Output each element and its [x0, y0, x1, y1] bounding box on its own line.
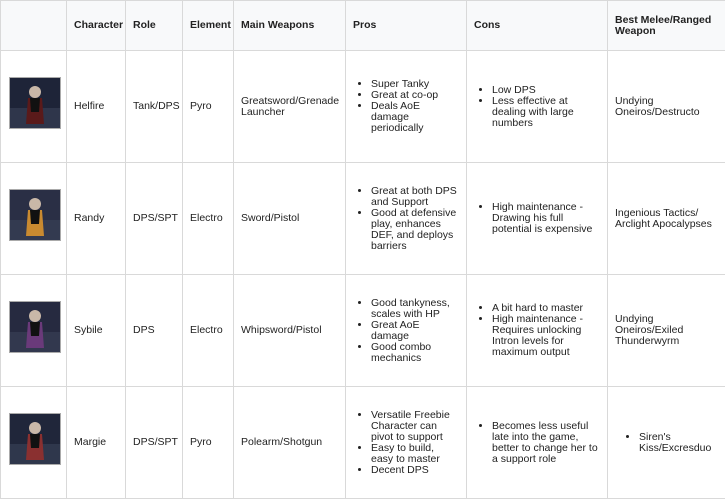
main-weapons-cell: Polearm/Shotgun	[233, 386, 346, 499]
pros-item: Great AoE damage	[371, 319, 459, 342]
pros-item: Versatile Freebie Character can pivot to…	[371, 409, 459, 443]
cons-cell: Low DPSLess effective at dealing with la…	[466, 50, 608, 163]
role-cell: DPS/SPT	[125, 162, 183, 275]
element-cell: Pyro	[182, 50, 234, 163]
character-cell: Sybile	[66, 274, 126, 387]
portrait-cell	[0, 386, 67, 499]
cons-cell: Becomes less useful late into the game, …	[466, 386, 608, 499]
best-weapon-list: Siren's Kiss/Excresduo	[615, 431, 718, 454]
pros-cell: Versatile Freebie Character can pivot to…	[345, 386, 467, 499]
character-cell: Helfire	[66, 50, 126, 163]
pros-item: Easy to build, easy to master	[371, 442, 459, 465]
main-weapons-cell: Whipsword/Pistol	[233, 274, 346, 387]
header-portrait	[0, 0, 67, 51]
character-portrait	[9, 412, 61, 465]
cons-item: High maintenance - Drawing his full pote…	[492, 202, 600, 235]
header-row: Character Role Element Main Weapons Pros Cons…	[0, 0, 725, 51]
element-cell: Electro	[182, 162, 234, 275]
cons-item: Less effective at dealing with large num…	[492, 95, 600, 129]
cons-item: Low DPS	[492, 84, 600, 96]
cons-cell: A bit hard to masterHigh maintenance - R…	[466, 274, 608, 387]
table-row: Helfire Tank/DPS Pyro Greatsword/Grenade La…	[0, 50, 725, 163]
character-cell: Randy	[66, 162, 126, 275]
best-weapon-cell: Undying Oneiros/Destructo	[607, 50, 725, 163]
header-best-weapon: Best Melee/Ranged Weapon	[607, 0, 725, 51]
pros-list: Good tankyness, scales with HPGreat AoE …	[353, 297, 459, 364]
cons-item: Becomes less useful late into the game, …	[492, 420, 600, 465]
portrait-cell	[0, 50, 67, 163]
character-cell: Margie	[66, 386, 126, 499]
main-weapons-cell: Greatsword/Grenade Launcher	[233, 50, 346, 163]
element-cell: Electro	[182, 274, 234, 387]
best-weapon-cell: Siren's Kiss/Excresduo	[607, 386, 725, 499]
character-portrait	[9, 300, 61, 353]
pros-list: Super TankyGreat at co-opDeals AoE damag…	[353, 79, 459, 134]
element-cell: Pyro	[182, 386, 234, 499]
portrait-cell	[0, 274, 67, 387]
header-character: Character	[66, 0, 126, 51]
pros-item: Decent DPS	[371, 464, 459, 476]
cons-list: A bit hard to masterHigh maintenance - R…	[474, 303, 600, 358]
character-portrait	[9, 188, 61, 241]
role-cell: DPS/SPT	[125, 386, 183, 499]
pros-cell: Good tankyness, scales with HPGreat AoE …	[345, 274, 467, 387]
pros-list: Great at both DPS and SupportGood at def…	[353, 185, 459, 252]
pros-cell: Great at both DPS and SupportGood at def…	[345, 162, 467, 275]
role-cell: DPS	[125, 274, 183, 387]
header-cons: Cons	[466, 0, 608, 51]
best-weapon-cell: Undying Oneiros/Exiled Thunderwyrm	[607, 274, 725, 387]
pros-item: Great at both DPS and Support	[371, 185, 459, 208]
role-cell: Tank/DPS	[125, 50, 183, 163]
pros-list: Versatile Freebie Character can pivot to…	[353, 409, 459, 476]
pros-item: Deals AoE damage periodically	[371, 101, 459, 134]
cons-list: Low DPSLess effective at dealing with la…	[474, 84, 600, 129]
best-weapon-item: Siren's Kiss/Excresduo	[639, 431, 718, 454]
pros-item: Good combo mechanics	[371, 341, 459, 364]
character-portrait	[9, 76, 61, 129]
cons-item: High maintenance - Requires unlocking In…	[492, 314, 600, 358]
pros-item: Good tankyness, scales with HP	[371, 297, 459, 320]
cons-cell: High maintenance - Drawing his full pote…	[466, 162, 608, 275]
pros-item: Good at defensive play, enhances DEF, an…	[371, 207, 459, 252]
pros-item: Super Tanky	[371, 79, 459, 90]
main-weapons-cell: Sword/Pistol	[233, 162, 346, 275]
header-role: Role	[125, 0, 183, 51]
best-weapon-cell: Ingenious Tactics/ Arclight Apocalypses	[607, 162, 725, 275]
pros-item: Great at co-op	[371, 90, 459, 101]
pros-cell: Super TankyGreat at co-opDeals AoE damag…	[345, 50, 467, 163]
cons-item: A bit hard to master	[492, 303, 600, 314]
cons-list: High maintenance - Drawing his full pote…	[474, 202, 600, 235]
header-element: Element	[182, 0, 234, 51]
cons-list: Becomes less useful late into the game, …	[474, 420, 600, 465]
header-pros: Pros	[345, 0, 467, 51]
portrait-cell	[0, 162, 67, 275]
header-main-weapons: Main Weapons	[233, 0, 346, 51]
